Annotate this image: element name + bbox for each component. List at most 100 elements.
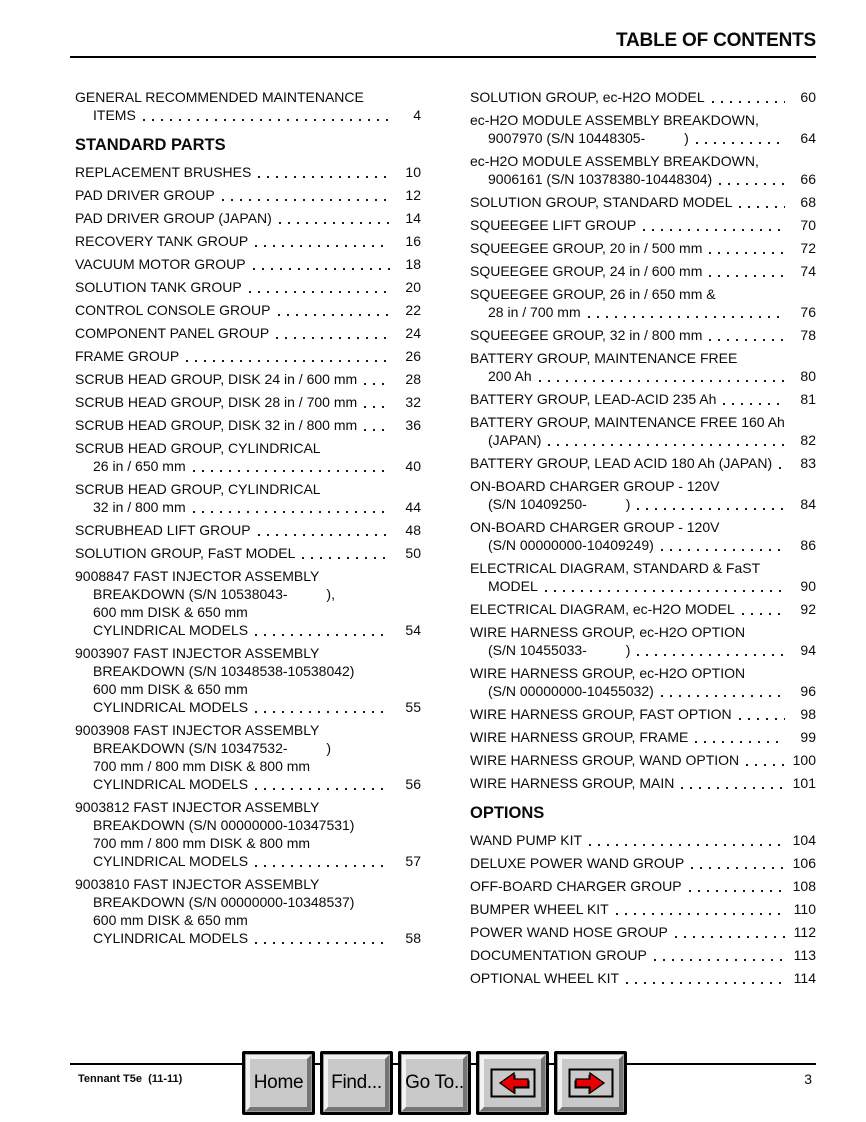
toc-page-number: 74 [800, 263, 816, 279]
toc-entry-text: OPTIONAL WHEEL KIT [470, 970, 620, 986]
toc-entry[interactable]: SCRUB HEAD GROUP, CYLINDRICAL 32 in / 800… [75, 480, 421, 516]
toc-entry[interactable]: BUMPER WHEEL KIT 110 [470, 900, 816, 918]
toc-page-number: 112 [793, 924, 816, 940]
toc-entry[interactable]: OFF-BOARD CHARGER GROUP 108 [470, 877, 816, 895]
toc-section-heading: OPTIONS [470, 804, 545, 822]
toc-entry[interactable]: BATTERY GROUP, LEAD-ACID 235 Ah 81 [470, 390, 816, 408]
back-button[interactable] [476, 1051, 549, 1115]
toc-entry[interactable]: ON-BOARD CHARGER GROUP - 120V (S/N 000000… [470, 518, 816, 554]
toc-entry[interactable]: 9003907 FAST INJECTOR ASSEMBLY BREAKDOWN … [75, 644, 421, 716]
toc-entry[interactable]: ec-H2O MODULE ASSEMBLY BREAKDOWN, 9006161… [470, 152, 816, 188]
toc-entry[interactable]: PAD DRIVER GROUP 12 [75, 186, 421, 204]
toc-entry[interactable]: SCRUB HEAD GROUP, DISK 28 in / 700 mm 32 [75, 393, 421, 411]
toc-entry[interactable]: WIRE HARNESS GROUP, MAIN 101 [470, 774, 816, 792]
toc-entry[interactable]: COMPONENT PANEL GROUP 24 [75, 324, 421, 342]
forward-button-face [558, 1055, 623, 1111]
home-button-label: Home [253, 1072, 304, 1093]
toc-entry-text: BUMPER WHEEL KIT [470, 901, 609, 917]
toc-entry[interactable]: VACUUM MOTOR GROUP 18 [75, 255, 421, 273]
toc-page-number: 58 [405, 930, 421, 946]
toc-entry[interactable]: SOLUTION TANK GROUP 20 [75, 278, 421, 296]
toc-entry-text: CYLINDRICAL MODELS [93, 622, 249, 638]
toc-column-right: SOLUTION GROUP, ec-H2O MODEL 60 ec-H2O MOD… [470, 88, 816, 992]
toc-entry-text: 26 in / 650 mm [93, 458, 186, 474]
toc-entry-text: 9006161 (S/N 10378380-10448304) [488, 171, 713, 187]
toc-entry[interactable]: SQUEEGEE GROUP, 24 in / 600 mm 74 [470, 262, 816, 280]
dot-leader [719, 183, 785, 185]
home-button[interactable]: Home [242, 1051, 315, 1115]
page-header: TABLE OF CONTENTS [75, 30, 816, 52]
toc-entry[interactable]: WIRE HARNESS GROUP, ec-H2O OPTION (S/N 10… [470, 623, 816, 659]
toc-entry[interactable]: FRAME GROUP 26 [75, 347, 421, 365]
dot-leader [695, 142, 785, 144]
toc-entry-text: 9008847 FAST INJECTOR ASSEMBLY [75, 568, 320, 584]
toc-entry[interactable]: WIRE HARNESS GROUP, WAND OPTION 100 [470, 751, 816, 769]
toc-entry[interactable]: WIRE HARNESS GROUP, FRAME 99 [470, 728, 816, 746]
dot-leader [252, 268, 390, 270]
toc-entry[interactable]: SCRUB HEAD GROUP, CYLINDRICAL 26 in / 650… [75, 439, 421, 475]
toc-entry-text: 700 mm / 800 mm DISK & 800 mm [93, 835, 311, 851]
toc-entry[interactable]: GENERAL RECOMMENDED MAINTENANCE ITEMS 4 [75, 88, 421, 124]
toc-entry-text: PAD DRIVER GROUP (JAPAN) [75, 210, 272, 226]
toc-entry-text: 9007970 (S/N 10448305- ) [488, 130, 689, 146]
toc-entry[interactable]: WAND PUMP KIT 104 [470, 831, 816, 849]
toc-entry[interactable]: SQUEEGEE GROUP, 20 in / 500 mm 72 [470, 239, 816, 257]
toc-entry[interactable]: OPTIONAL WHEEL KIT 114 [470, 969, 816, 987]
toc-entry[interactable]: ec-H2O MODULE ASSEMBLY BREAKDOWN, 9007970… [470, 111, 816, 147]
toc-entry[interactable]: 9003908 FAST INJECTOR ASSEMBLY BREAKDOWN … [75, 721, 421, 793]
toc-entry-text: CONTROL CONSOLE GROUP [75, 302, 271, 318]
toc-entry[interactable]: REPLACEMENT BRUSHES 10 [75, 163, 421, 181]
toc-entry-text: FRAME GROUP [75, 348, 180, 364]
goto-button[interactable]: Go To.. [398, 1051, 471, 1115]
dot-leader [723, 403, 785, 405]
toc-entry[interactable]: SCRUB HEAD GROUP, DISK 32 in / 800 mm 36 [75, 416, 421, 434]
toc-entry[interactable]: SCRUBHEAD LIFT GROUP 48 [75, 521, 421, 539]
toc-entry-text: WIRE HARNESS GROUP, MAIN [470, 775, 675, 791]
toc-page-number: 108 [792, 878, 816, 894]
red-arrow-right-icon [568, 1068, 613, 1098]
toc-entry-text: SCRUBHEAD LIFT GROUP [75, 522, 251, 538]
toc-page-number: 101 [792, 775, 816, 791]
header-rule [70, 56, 816, 58]
dot-leader [589, 844, 785, 846]
toc-entry[interactable]: SOLUTION GROUP, STANDARD MODEL 68 [470, 193, 816, 211]
toc-entry[interactable]: WIRE HARNESS GROUP, ec-H2O OPTION (S/N 00… [470, 664, 816, 700]
toc-entry[interactable]: PAD DRIVER GROUP (JAPAN) 14 [75, 209, 421, 227]
find-button[interactable]: Find... [320, 1051, 393, 1115]
toc-entry[interactable]: SOLUTION GROUP, ec-H2O MODEL 60 [470, 88, 816, 106]
toc-entry-text: SCRUB HEAD GROUP, DISK 24 in / 600 mm [75, 371, 358, 387]
toc-entry[interactable]: ELECTRICAL DIAGRAM, STANDARD & FaST MODEL… [470, 559, 816, 595]
dot-leader [711, 101, 785, 103]
toc-entry-text: BATTERY GROUP, LEAD-ACID 235 Ah [470, 391, 717, 407]
toc-entry[interactable]: 9003810 FAST INJECTOR ASSEMBLY BREAKDOWN … [75, 875, 421, 947]
toc-entry[interactable]: CONTROL CONSOLE GROUP 22 [75, 301, 421, 319]
dot-leader [186, 360, 390, 362]
toc-entry[interactable]: SQUEEGEE LIFT GROUP 70 [470, 216, 816, 234]
toc-entry[interactable]: DOCUMENTATION GROUP 113 [470, 946, 816, 964]
toc-entry[interactable]: BATTERY GROUP, LEAD ACID 180 Ah (JAPAN) 8… [470, 454, 816, 472]
toc-entry[interactable]: SCRUB HEAD GROUP, DISK 24 in / 600 mm 28 [75, 370, 421, 388]
toc-entry[interactable]: 9008847 FAST INJECTOR ASSEMBLY BREAKDOWN … [75, 567, 421, 639]
toc-entry[interactable]: BATTERY GROUP, MAINTENANCE FREE 160 Ah (J… [470, 413, 816, 449]
dot-leader [277, 314, 390, 316]
dot-leader [739, 206, 785, 208]
toc-entry[interactable]: SOLUTION GROUP, FaST MODEL 50 [75, 544, 421, 562]
toc-entry-text: (S/N 00000000-10455032) [488, 683, 654, 699]
toc-page-number: 60 [800, 89, 816, 105]
toc-entry[interactable]: WIRE HARNESS GROUP, FAST OPTION 98 [470, 705, 816, 723]
toc-page-number: 99 [800, 729, 816, 745]
toc-entry[interactable]: ON-BOARD CHARGER GROUP - 120V (S/N 104092… [470, 477, 816, 513]
forward-button[interactable] [554, 1051, 627, 1115]
toc-entry[interactable]: 9003812 FAST INJECTOR ASSEMBLY BREAKDOWN … [75, 798, 421, 870]
toc-entry[interactable]: RECOVERY TANK GROUP 16 [75, 232, 421, 250]
dot-leader [248, 291, 390, 293]
toc-page-number: 83 [800, 455, 816, 471]
dot-leader [637, 508, 785, 510]
toc-entry[interactable]: SQUEEGEE GROUP, 26 in / 650 mm & 28 in / … [470, 285, 816, 321]
toc-entry[interactable]: POWER WAND HOSE GROUP 112 [470, 923, 816, 941]
toc-entry[interactable]: SQUEEGEE GROUP, 32 in / 800 mm 78 [470, 326, 816, 344]
dot-leader [364, 383, 390, 385]
toc-entry[interactable]: ELECTRICAL DIAGRAM, ec-H2O MODEL 92 [470, 600, 816, 618]
toc-entry[interactable]: DELUXE POWER WAND GROUP 106 [470, 854, 816, 872]
toc-entry[interactable]: BATTERY GROUP, MAINTENANCE FREE 200 Ah 80 [470, 349, 816, 385]
